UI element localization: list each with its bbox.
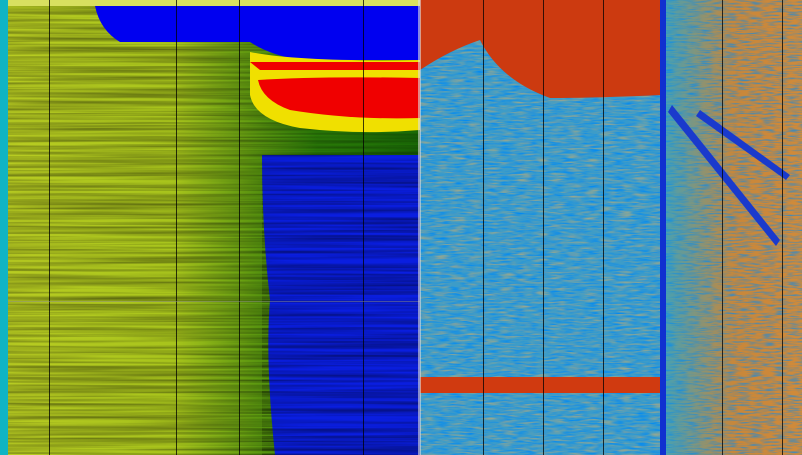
- panel-separator: [418, 0, 421, 455]
- top-strip: [8, 0, 420, 6]
- divider: [660, 0, 666, 455]
- waterfall-display: [0, 0, 802, 455]
- red-stripe: [420, 377, 662, 393]
- side-strip: [0, 0, 8, 455]
- blue-noise: [262, 155, 420, 455]
- red-band: [250, 62, 420, 70]
- right-noise: [666, 0, 802, 455]
- page: [0, 0, 802, 455]
